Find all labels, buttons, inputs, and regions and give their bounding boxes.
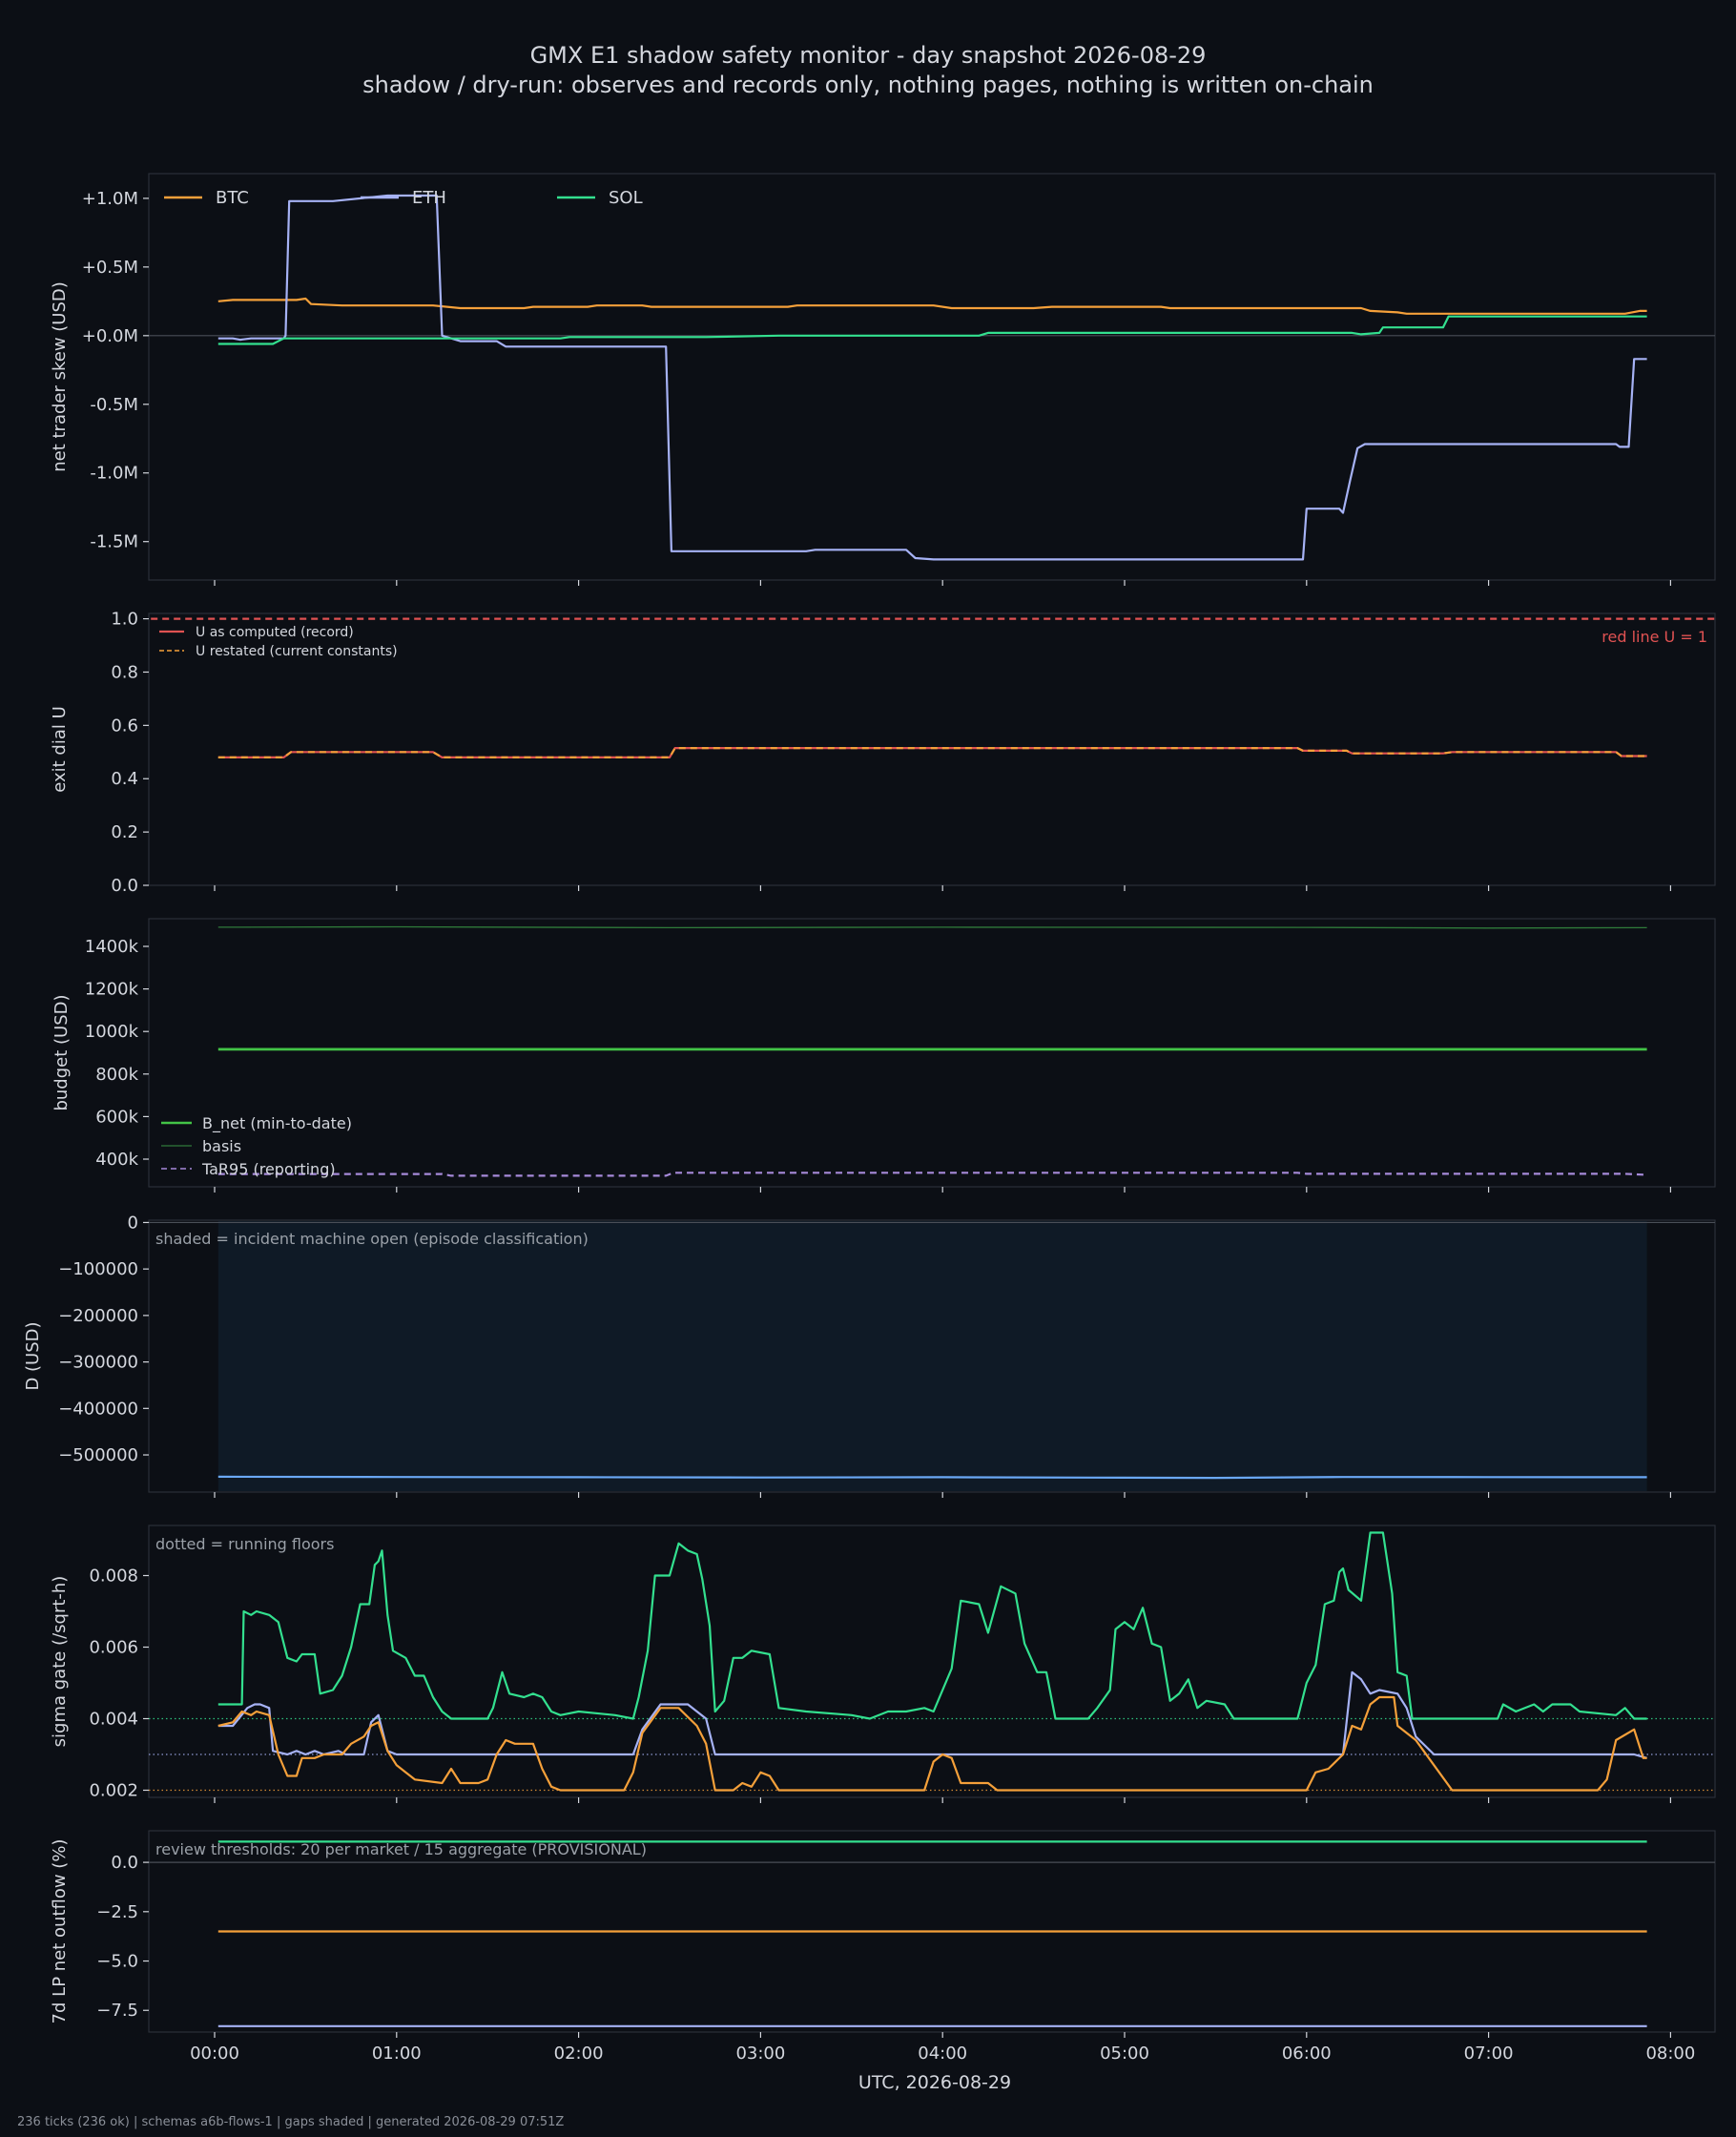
y-tick-label: −300000 [58,1353,138,1373]
panel-frame [148,1525,1716,1798]
y-tick-label: 1200k [85,980,139,1000]
y-tick-label: 0.2 [111,822,138,842]
red-line-label: red line U = 1 [1602,628,1707,646]
y-tick-label: 800k [95,1065,138,1085]
page-subtitle: shadow / dry-run: observes and records o… [362,72,1374,98]
y-axis-label: net trader skew (USD) [50,281,70,472]
x-tick-label: 07:00 [1464,2044,1514,2064]
y-tick-label: 0.002 [89,1781,138,1801]
x-tick-label: 01:00 [372,2044,422,2064]
x-axis-label: UTC, 2026-08-29 [858,2072,1011,2093]
panel-note: dotted = running floors [155,1535,334,1553]
y-axis-label: sigma gate (/sqrt-h) [50,1576,70,1748]
y-tick-label: −500000 [58,1445,138,1465]
y-tick-label: 0.8 [111,662,138,682]
legend-label: basis [202,1137,241,1155]
y-tick-label: 1000k [85,1022,139,1042]
y-tick-label: −5.0 [96,1952,138,1972]
y-tick-label: 0 [128,1213,138,1233]
x-tick-label: 02:00 [554,2044,604,2064]
panel-5: 0.008 0.006 0.004 0.002 sigma gate (/sqrt-h)… [50,1525,1716,1803]
y-tick-label: −7.5 [96,2001,138,2021]
legend-label: U as computed (record) [196,625,354,640]
y-tick-label: 1.0 [111,610,138,630]
series-line-basis [217,925,1647,929]
panel-note: shaded = incident machine open (episode … [155,1230,589,1248]
series-line-u-restated-current-constants [217,747,1647,758]
page-title: GMX E1 shadow safety monitor - day snaps… [530,42,1207,69]
y-tick-label: 400k [95,1150,138,1170]
y-axis-label: D (USD) [23,1321,43,1390]
y-tick-label: -1.0M [90,464,138,484]
series-line-sol [217,1531,1647,1720]
panel-2: 1.0 0.8 0.6 0.4 0.2 0.0 exit dial U red line U … [50,610,1717,896]
y-tick-label: 0.008 [89,1566,138,1587]
y-tick-label: 600k [95,1107,138,1127]
y-tick-label: 0.004 [89,1710,138,1730]
y-tick-label: 0.4 [111,769,138,789]
y-tick-label: +0.0M [82,326,138,346]
y-tick-label: −2.5 [96,1902,138,1922]
series-line-d [217,1475,1647,1480]
series-line-sol [217,315,1647,345]
y-tick-label: −400000 [58,1399,138,1419]
series-line-btc [217,1695,1647,1792]
legend-label: U restated (current constants) [196,644,398,659]
panel-3: 1400k 1200k 1000k 800k 600k 400k budget (USD) B… [52,918,1716,1193]
x-tick-label: 05:00 [1100,2044,1149,2064]
y-tick-label: 0.0 [111,1853,138,1873]
y-axis-label: budget (USD) [52,994,72,1110]
legend-label: ETH [412,188,446,208]
series-line-btc [217,297,1647,315]
y-tick-label: 0.6 [111,716,138,736]
y-tick-label: -0.5M [90,395,138,415]
y-axis-label: exit dial U [50,706,70,793]
legend-label: BTC [216,188,249,208]
y-tick-label: −100000 [58,1259,138,1279]
panel-frame [148,918,1716,1188]
x-tick-label: 00:00 [190,2044,239,2064]
legend-label: B_net (min-to-date) [202,1114,352,1133]
y-tick-label: −200000 [58,1306,138,1326]
panel-note: review thresholds: 20 per market / 15 ag… [155,1840,647,1858]
x-tick-label: 08:00 [1645,2044,1695,2064]
series-line-eth [217,194,1647,561]
y-tick-label: -1.5M [90,532,138,552]
panel-4: 0 −100000 −200000 −300000 −400000 −500000 D (U… [23,1213,1716,1498]
footer-status: 236 ticks (236 ok) | schemas a6b-flows-1… [17,2115,564,2129]
y-tick-label: 0.006 [89,1638,138,1658]
y-tick-label: +1.0M [82,189,138,209]
series-line-eth [217,1670,1647,1759]
legend-label: SOL [609,188,643,208]
y-axis-label: 7d LP net outflow (%) [50,1839,70,2024]
incident-shade [217,1221,1647,1491]
x-tick-label: 06:00 [1282,2044,1332,2064]
panel-frame [148,173,1716,581]
x-tick-label: 04:00 [918,2044,967,2064]
x-tick-label: 03:00 [735,2044,785,2064]
panel-frame [148,612,1716,886]
y-tick-label: 0.0 [111,876,138,896]
legend-label: TaR95 (reporting) [201,1160,336,1178]
panel-1: +1.0M +0.5M +0.0M -0.5M -1.0M -1.5M net trader… [50,173,1716,586]
y-tick-label: +0.5M [82,258,138,278]
y-tick-label: 1400k [85,937,139,957]
panel-6: 0.0 −2.5 −5.0 −7.5 7d LP net outflow (%) revi… [50,1830,1716,2064]
